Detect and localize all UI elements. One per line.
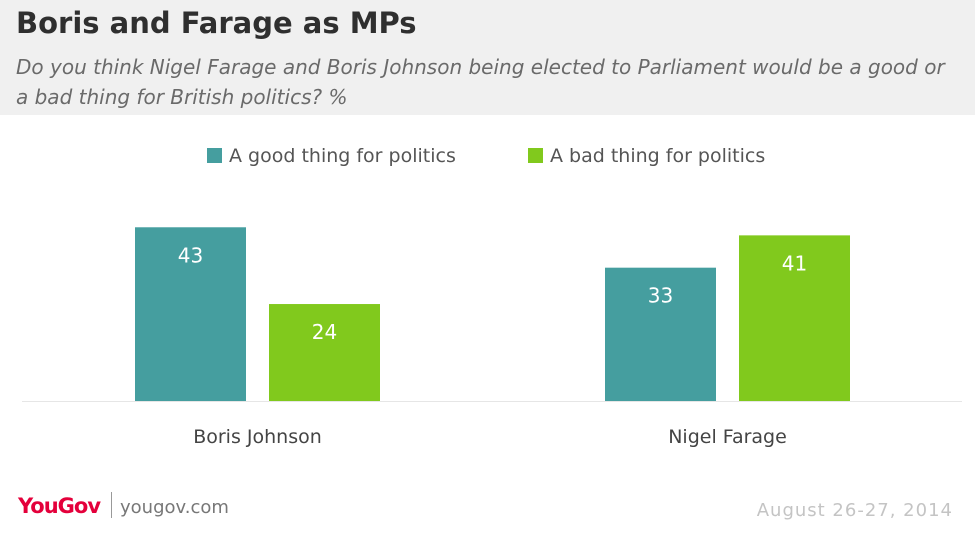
chart-subtitle: Do you think Nigel Farage and Boris John… (16, 55, 945, 109)
yougov-logo: YouGov (18, 494, 101, 518)
legend-label: A bad thing for politics (550, 145, 765, 167)
category-label: Boris Johnson (193, 426, 322, 448)
category-label: Nigel Farage (668, 426, 787, 448)
bar (135, 227, 246, 401)
chart-header: Boris and Farage as MPs Do you think Nig… (0, 0, 975, 115)
bar-chart: A good thing for politics A bad thing for… (22, 145, 962, 448)
survey-date: August 26-27, 2014 (756, 500, 953, 521)
legend-swatch (528, 148, 543, 163)
legend-swatch (207, 148, 222, 163)
bar-value-label: 33 (648, 284, 673, 308)
footer-divider (111, 492, 112, 518)
bar (739, 235, 850, 401)
bar (269, 304, 380, 401)
footer-url: yougov.com (120, 497, 229, 518)
chart-title: Boris and Farage as MPs (16, 6, 417, 40)
legend-label: A good thing for politics (229, 145, 456, 167)
bar-value-label: 24 (312, 320, 337, 344)
bar-value-label: 43 (178, 243, 203, 267)
bar-value-label: 41 (782, 251, 807, 275)
bar (605, 267, 716, 401)
